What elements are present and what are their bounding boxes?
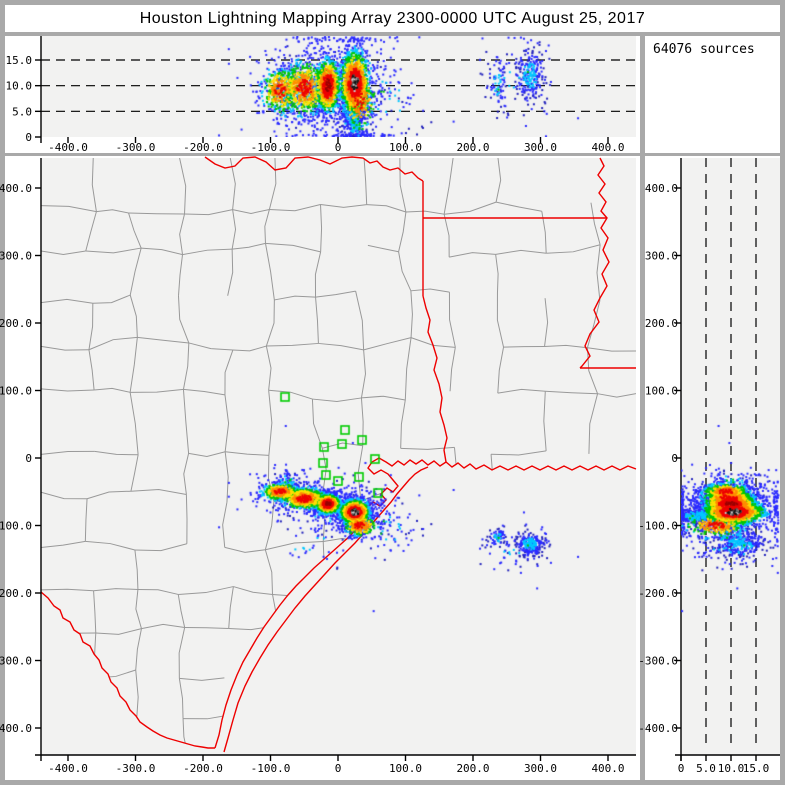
svg-text:-200.0: -200.0 (638, 587, 678, 600)
svg-text:-200.0: -200.0 (0, 587, 32, 600)
svg-text:100.0: 100.0 (389, 762, 422, 775)
svg-text:-300.0: -300.0 (116, 141, 156, 154)
svg-text:0: 0 (678, 762, 685, 775)
svg-text:300.0: 300.0 (524, 141, 557, 154)
scatter-plan-view (41, 158, 636, 755)
svg-text:-100.0: -100.0 (638, 520, 678, 533)
svg-text:100.0: 100.0 (645, 385, 678, 398)
svg-text:100.0: 100.0 (0, 385, 32, 398)
svg-text:5.0: 5.0 (696, 762, 716, 775)
svg-text:100.0: 100.0 (389, 141, 422, 154)
svg-text:200.0: 200.0 (456, 762, 489, 775)
svg-text:-300.0: -300.0 (0, 655, 32, 668)
svg-text:-100.0: -100.0 (251, 762, 291, 775)
svg-text:-400.0: -400.0 (48, 762, 88, 775)
svg-text:300.0: 300.0 (645, 250, 678, 263)
svg-text:15.0: 15.0 (743, 762, 770, 775)
svg-text:0: 0 (671, 452, 678, 465)
svg-text:-400.0: -400.0 (638, 722, 678, 735)
svg-text:10.0: 10.0 (718, 762, 745, 775)
scatter-altitude-ew (41, 36, 636, 137)
svg-text:-400.0: -400.0 (0, 722, 32, 735)
svg-text:200.0: 200.0 (0, 317, 32, 330)
svg-text:15.0: 15.0 (6, 54, 33, 67)
svg-text:-300.0: -300.0 (638, 655, 678, 668)
sources-count-panel: 64076 sources (645, 36, 780, 153)
svg-text:-100.0: -100.0 (0, 520, 32, 533)
svg-text:-300.0: -300.0 (116, 762, 156, 775)
svg-text:0: 0 (25, 452, 32, 465)
svg-text:0: 0 (25, 131, 32, 144)
svg-text:300.0: 300.0 (0, 250, 32, 263)
axes-and-ticks: 15.010.05.00-400.0 -300.0 -200.0 -100.0 0 100… (0, 36, 780, 775)
svg-text:5.0: 5.0 (12, 105, 32, 118)
svg-text:300.0: 300.0 (524, 762, 557, 775)
svg-text:400.0: 400.0 (591, 762, 624, 775)
svg-text:-100.0: -100.0 (251, 141, 291, 154)
svg-text:0: 0 (335, 762, 342, 775)
svg-text:400.0: 400.0 (645, 182, 678, 195)
svg-text:10.0: 10.0 (6, 80, 33, 93)
svg-text:200.0: 200.0 (645, 317, 678, 330)
svg-text:400.0: 400.0 (0, 182, 32, 195)
sources-count-label: 64076 sources (653, 42, 755, 57)
svg-text:400.0: 400.0 (591, 141, 624, 154)
title-bar: Houston Lightning Mapping Array 2300-000… (5, 5, 780, 32)
scatter-altitude-ns (681, 158, 780, 755)
svg-text:200.0: 200.0 (456, 141, 489, 154)
svg-text:-200.0: -200.0 (183, 141, 223, 154)
svg-text:-400.0: -400.0 (48, 141, 88, 154)
svg-text:-200.0: -200.0 (183, 762, 223, 775)
svg-text:0: 0 (335, 141, 342, 154)
